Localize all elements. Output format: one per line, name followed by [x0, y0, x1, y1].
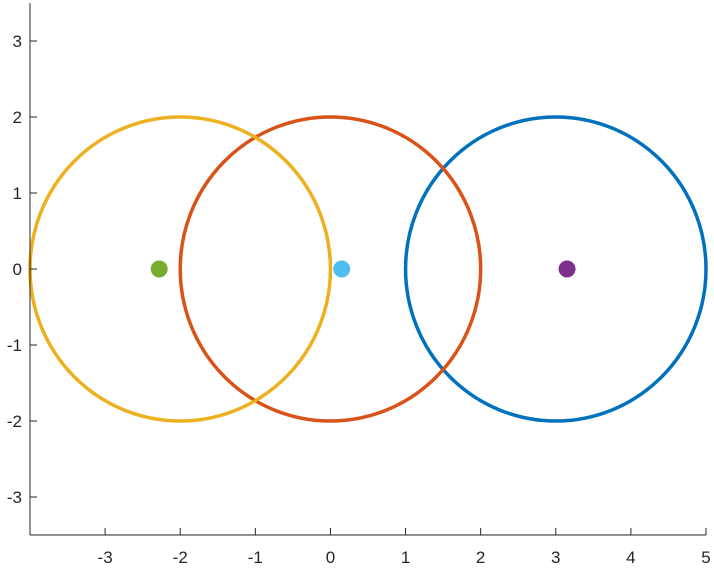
y-tick-label: 1 [13, 184, 22, 203]
x-tick-label: -2 [173, 548, 188, 567]
y-tick-label: -3 [7, 488, 22, 507]
x-tick-label: 2 [476, 548, 485, 567]
x-tick-label: 1 [401, 548, 410, 567]
x-tick-label: -3 [98, 548, 113, 567]
circle-series-2 [178, 115, 483, 423]
data-point-2 [333, 260, 351, 278]
x-tick-label: 3 [551, 548, 560, 567]
circle-series-1 [403, 115, 708, 423]
y-tick-label: 3 [13, 32, 22, 51]
axes: -3 -2 -1 0 1 2 3 4 5 -3 -2 -1 0 1 2 3 [7, 3, 711, 567]
y-tick-label: -1 [7, 336, 22, 355]
y-tick-label: -2 [7, 412, 22, 431]
x-tick-label: 4 [626, 548, 635, 567]
y-tick-label: 0 [13, 260, 22, 279]
y-tick-label: 2 [13, 108, 22, 127]
data-point-1 [150, 260, 168, 278]
x-tick-label: 5 [701, 548, 710, 567]
x-tick-label: -1 [248, 548, 263, 567]
circles-layer [28, 115, 708, 423]
x-tick-label: 0 [326, 548, 335, 567]
points-layer [150, 260, 576, 278]
data-point-3 [558, 260, 576, 278]
